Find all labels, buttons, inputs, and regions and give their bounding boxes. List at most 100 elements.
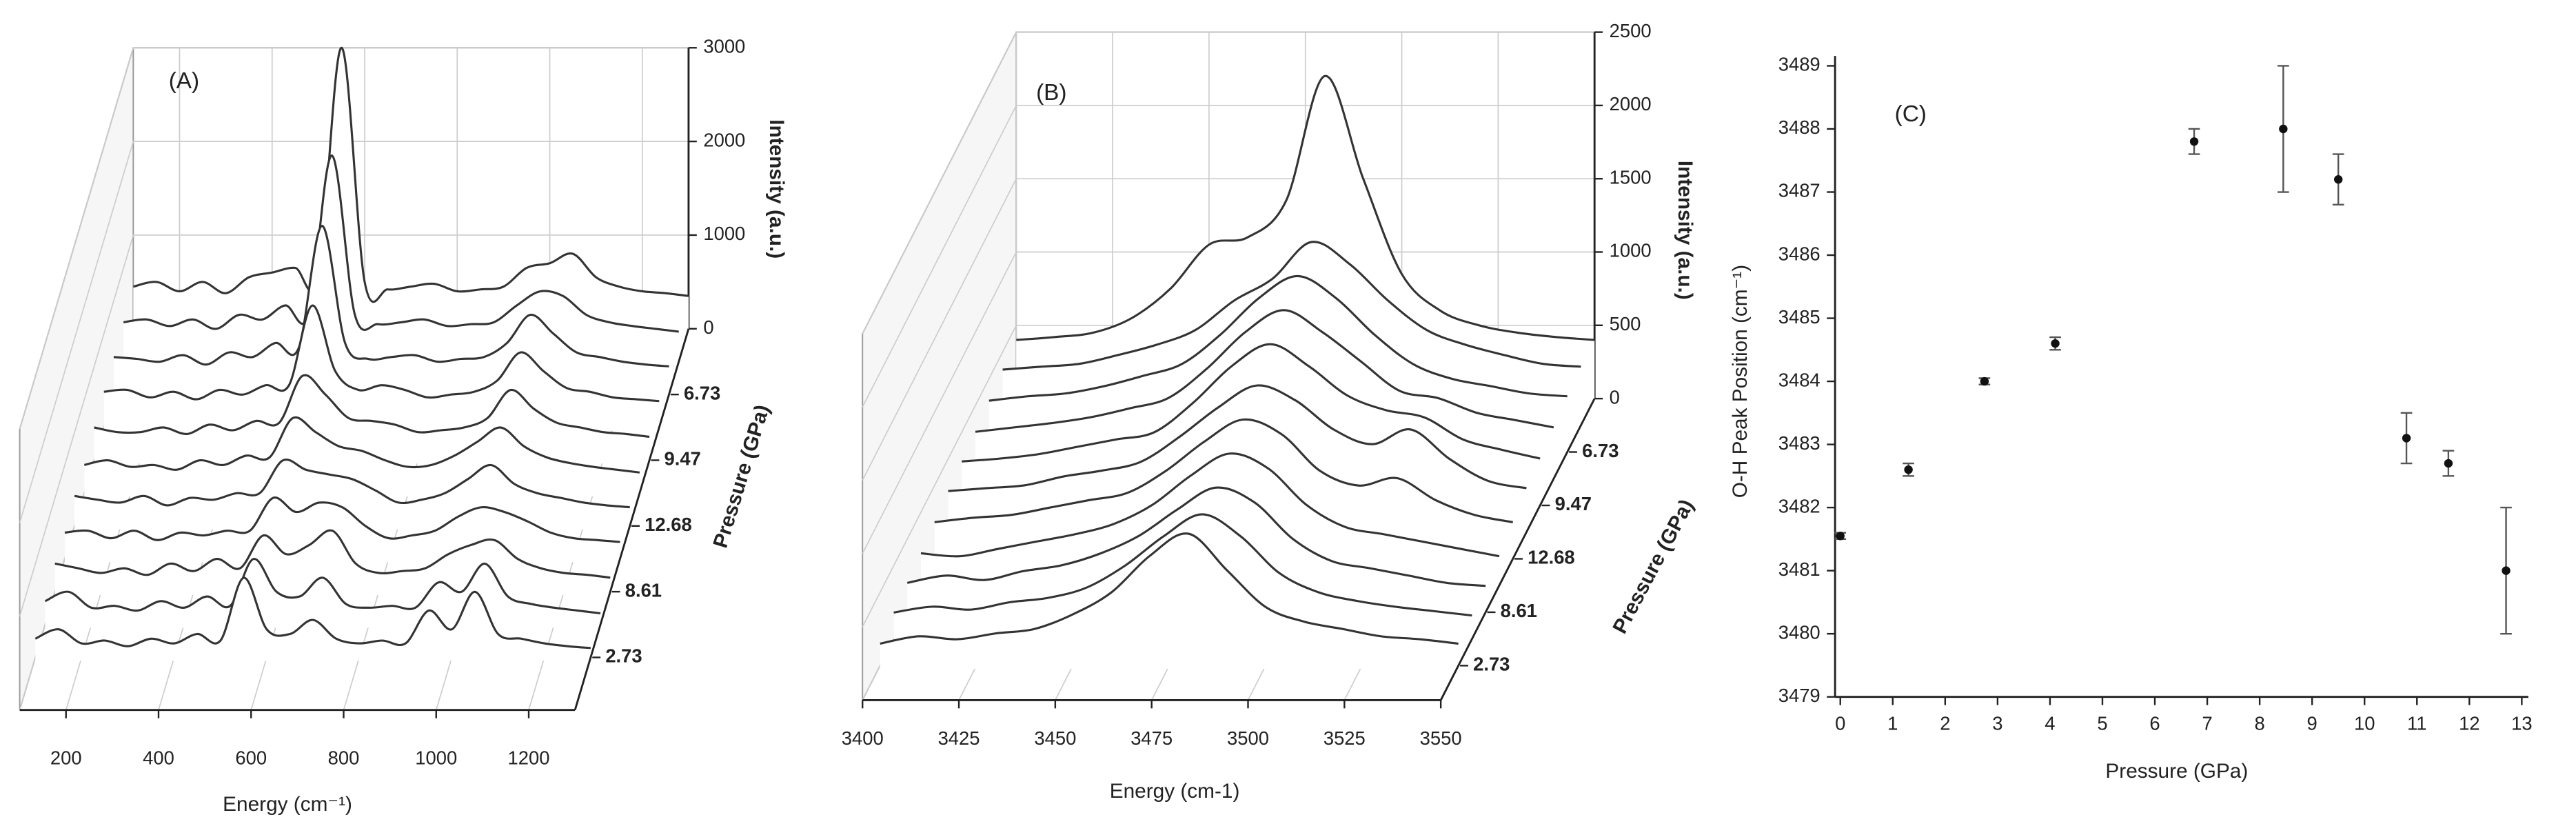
- x-tick-label: 10: [2354, 712, 2375, 734]
- y-tick-label: 2000: [703, 129, 745, 150]
- y-tick-label: 3483: [1778, 432, 1821, 454]
- spectrum-line: [1016, 74, 1595, 341]
- x-tick-label: 8: [2254, 712, 2264, 734]
- y-axis-title: Intensity (a.u.): [1674, 161, 1696, 300]
- y-tick-label: 1500: [1610, 166, 1652, 188]
- spectrum-line: [962, 343, 1541, 463]
- grid-line: [862, 251, 1595, 554]
- x-tick-label: 3550: [1420, 727, 1462, 749]
- z-tick-label: 6.73: [684, 382, 720, 403]
- grid-line: [19, 234, 689, 617]
- spectrum-line: [84, 416, 640, 474]
- grid-line: [862, 31, 1595, 334]
- spectrum-line: [123, 154, 679, 333]
- data-point: [1836, 532, 1845, 541]
- spectrum-line: [54, 529, 611, 579]
- trace-fill: [880, 533, 1459, 670]
- spectrum-line: [906, 486, 1486, 587]
- data-point: [2051, 339, 2060, 348]
- spectrum-line: [64, 496, 620, 543]
- z-axis: [574, 328, 690, 711]
- y-tick-label: 3479: [1778, 685, 1821, 706]
- grid-line: [19, 47, 689, 430]
- grid-line: [862, 105, 1595, 408]
- trace-fill: [123, 155, 679, 365]
- y-tick-label: 1000: [1610, 240, 1652, 261]
- x-tick-label: 6: [2149, 712, 2160, 734]
- y-tick-label: 3485: [1778, 306, 1821, 328]
- data-point: [1980, 376, 1989, 386]
- x-tick-label: 3475: [1130, 727, 1173, 749]
- spectrum-line: [948, 384, 1527, 492]
- trace-fill: [1016, 76, 1595, 402]
- x-tick-label: 3: [1992, 712, 2002, 734]
- y-tick-label: 0: [703, 316, 713, 338]
- data-point: [2502, 566, 2511, 575]
- grid-line: [19, 141, 689, 523]
- x-tick-label: 3525: [1324, 727, 1366, 749]
- x-tick-label: 12: [2459, 712, 2479, 734]
- z-tick-label: 2.73: [1473, 654, 1510, 675]
- y-tick-label: 2000: [1610, 93, 1652, 114]
- y-tick-label: 2500: [1610, 20, 1652, 41]
- spectrum-line: [920, 452, 1500, 558]
- x-tick-label: 1200: [508, 747, 550, 768]
- x-tick-label: 200: [50, 747, 82, 768]
- data-point: [2333, 175, 2343, 184]
- z-tick-label: 8.61: [1501, 600, 1537, 621]
- trace-fill: [35, 577, 591, 661]
- y-axis-title: O-H Peak Position (cm⁻¹): [1729, 265, 1752, 498]
- x-tick-label: 3450: [1034, 727, 1076, 749]
- z-tick-label: 2.73: [605, 645, 642, 667]
- data-point: [1904, 465, 1913, 474]
- spectrum-line: [975, 309, 1554, 433]
- data-point: [2444, 459, 2453, 468]
- x-tick-label: 600: [235, 747, 267, 768]
- x-axis-title: Energy (cm-1): [1110, 780, 1240, 803]
- trace-fill: [133, 48, 689, 332]
- spectrum-line: [893, 513, 1472, 617]
- data-point: [2402, 434, 2411, 443]
- x-tick-label: 3425: [938, 727, 980, 749]
- panel-label: (B): [1036, 80, 1066, 105]
- spectrum-line: [74, 458, 630, 509]
- z-tick-label: 12.68: [645, 514, 692, 535]
- z-axis: [1439, 398, 1596, 701]
- y-tick-label: 3484: [1778, 369, 1821, 390]
- x-tick-label: 3400: [842, 727, 884, 749]
- data-point: [2189, 137, 2199, 146]
- y-tick-label: 1000: [703, 223, 745, 244]
- z-tick-label: 9.47: [665, 448, 701, 470]
- y-tick-label: 3481: [1778, 559, 1821, 580]
- y-tick-label: 3488: [1778, 117, 1821, 138]
- spectrum-line: [44, 558, 601, 615]
- spectrum-line: [94, 374, 650, 439]
- data-point: [2279, 124, 2288, 134]
- z-tick-label: 6.73: [1582, 440, 1619, 461]
- x-axis-title: Energy (cm⁻¹): [223, 793, 352, 816]
- y-tick-label: 3489: [1778, 54, 1821, 75]
- z-tick-label: 12.68: [1528, 547, 1575, 568]
- y-tick-label: 3482: [1778, 495, 1821, 516]
- x-tick-label: 11: [2407, 712, 2426, 734]
- x-tick-label: 400: [143, 747, 174, 768]
- x-tick-label: 4: [2045, 712, 2055, 734]
- spectrum-line: [34, 576, 591, 650]
- y-tick-label: 0: [1610, 386, 1620, 408]
- x-tick-label: 0: [1835, 712, 1845, 734]
- spectrum-line: [988, 274, 1568, 402]
- y-tick-label: 3480: [1778, 621, 1821, 643]
- y-tick-label: 3486: [1778, 243, 1821, 264]
- spectrum-line: [1002, 241, 1581, 371]
- x-tick-label: 5: [2097, 712, 2107, 734]
- spectrum-line: [934, 418, 1513, 523]
- y-tick-label: 3487: [1778, 180, 1821, 201]
- x-tick-label: 7: [2202, 712, 2212, 734]
- y-tick-label: 3000: [703, 35, 745, 57]
- x-axis-title: Pressure (GPa): [2105, 760, 2248, 783]
- spectrum-line: [133, 46, 689, 303]
- x-tick-label: 3500: [1227, 727, 1269, 749]
- y-axis-title: Intensity (a.u.): [765, 119, 788, 259]
